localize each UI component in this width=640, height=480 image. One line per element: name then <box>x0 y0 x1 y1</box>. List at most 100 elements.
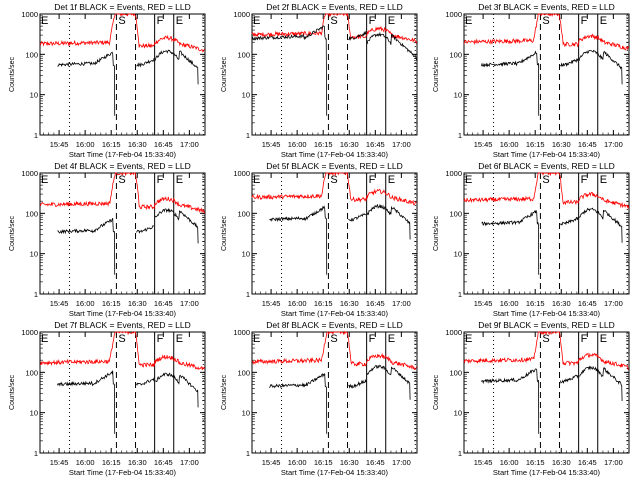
panel-title: Det 2f BLACK = Events, RED = LLD <box>266 2 403 12</box>
panel-det2f: Det 2f BLACK = Events, RED = LLD 1 10 100 10… <box>221 2 418 159</box>
x-axis-label: Start Time (17-Feb-04 15:33:40) <box>69 309 177 318</box>
x-axis-label: Start Time (17-Feb-04 15:33:40) <box>281 468 389 477</box>
time-marker-label: F <box>581 174 588 186</box>
series-events-line <box>366 364 411 400</box>
series-events-line <box>348 30 367 41</box>
plot-frame <box>251 172 418 295</box>
plot-frame <box>463 172 630 295</box>
x-tick-label: 16:45 <box>154 299 173 308</box>
time-marker-label: S <box>542 333 549 345</box>
y-tick-label: 1 <box>34 131 38 140</box>
x-tick-label: 15:45 <box>474 299 493 308</box>
time-marker-label: F <box>157 174 164 186</box>
x-axis-label: Start Time (17-Feb-04 15:33:40) <box>493 309 601 318</box>
series-lld-line <box>463 172 630 209</box>
x-tick-label: 15:45 <box>50 299 69 308</box>
y-axis-label: Counts/sec <box>433 56 440 92</box>
y-tick-label: 1000 <box>21 10 38 19</box>
x-tick-label: 16:00 <box>500 299 519 308</box>
series-events-line <box>366 31 418 68</box>
y-axis-label: Counts/sec <box>433 374 440 410</box>
time-marker-label: E <box>176 15 183 27</box>
panel-det7f: Det 7f BLACK = Events, RED = LLD 1 10 100 10… <box>9 320 206 477</box>
y-tick-label: 100 <box>449 368 462 377</box>
y-tick-label: 1 <box>34 449 38 458</box>
series-lld-line <box>463 13 630 51</box>
time-marker-label: E <box>388 15 395 27</box>
x-tick-label: 16:00 <box>76 140 95 149</box>
x-tick-label: 16:45 <box>578 299 597 308</box>
panel-title: Det 5f BLACK = Events, RED = LLD <box>266 161 403 171</box>
series-events-line <box>560 374 579 384</box>
panel-title: Det 1f BLACK = Events, RED = LLD <box>54 2 191 12</box>
x-tick-label: 16:45 <box>154 140 173 149</box>
x-tick-label: 16:15 <box>526 140 545 149</box>
x-tick-label: 16:30 <box>552 299 571 308</box>
y-tick-label: 1 <box>458 449 462 458</box>
panel-title: Det 9f BLACK = Events, RED = LLD <box>478 320 615 330</box>
series-events-line <box>269 372 328 434</box>
plot-frame <box>39 331 206 454</box>
time-marker-label: E <box>388 333 395 345</box>
x-tick-label: 16:30 <box>128 299 147 308</box>
y-tick-label: 1 <box>246 131 250 140</box>
y-tick-label: 1 <box>246 449 250 458</box>
panel-det5f: Det 5f BLACK = Events, RED = LLD 1 10 100 10… <box>221 161 418 318</box>
x-tick-label: 16:30 <box>552 140 571 149</box>
time-marker-label: E <box>253 333 260 345</box>
y-tick-label: 10 <box>242 250 250 259</box>
panel-title: Det 6f BLACK = Events, RED = LLD <box>478 161 615 171</box>
x-tick-label: 15:45 <box>50 140 69 149</box>
series-events-line <box>269 205 328 275</box>
time-marker-label: S <box>330 174 337 186</box>
x-tick-label: 16:45 <box>578 140 597 149</box>
time-marker-label: E <box>253 15 260 27</box>
x-tick-label: 16:15 <box>102 299 121 308</box>
series-events-line <box>366 203 411 240</box>
y-tick-label: 10 <box>242 91 250 100</box>
y-tick-label: 10 <box>242 409 250 418</box>
series-lld-line <box>463 331 629 371</box>
plot-frame <box>39 172 206 295</box>
series-events-line <box>481 368 540 434</box>
time-marker-label: E <box>253 174 260 186</box>
x-tick-label: 17:00 <box>604 299 623 308</box>
x-tick-label: 17:00 <box>180 458 199 467</box>
y-tick-label: 1 <box>246 290 250 299</box>
series-events-line <box>481 210 540 275</box>
x-tick-label: 16:00 <box>288 140 307 149</box>
time-marker-label: E <box>176 174 183 186</box>
x-tick-label: 15:45 <box>474 458 493 467</box>
x-tick-label: 16:15 <box>314 458 333 467</box>
time-marker-label: F <box>157 333 164 345</box>
time-marker-label: F <box>369 333 376 345</box>
y-tick-label: 10 <box>30 250 38 259</box>
x-tick-label: 17:00 <box>604 140 623 149</box>
series-events-line <box>136 225 155 234</box>
x-tick-label: 17:00 <box>392 299 411 308</box>
series-events-line <box>251 25 328 116</box>
series-lld-line <box>251 330 417 371</box>
y-tick-label: 1000 <box>21 328 38 337</box>
plot-frame <box>463 331 630 454</box>
time-marker-label: F <box>369 15 376 27</box>
x-tick-label: 16:00 <box>76 299 95 308</box>
series-events-line <box>348 213 367 222</box>
time-marker-label: E <box>600 333 607 345</box>
y-tick-label: 1000 <box>21 169 38 178</box>
series-events-line <box>560 57 579 68</box>
x-tick-label: 16:15 <box>526 458 545 467</box>
series-events-line <box>481 50 540 116</box>
y-tick-label: 10 <box>30 409 38 418</box>
time-marker-label: S <box>330 333 337 345</box>
y-tick-label: 1 <box>34 290 38 299</box>
x-tick-label: 16:15 <box>102 458 121 467</box>
y-tick-label: 1000 <box>445 10 462 19</box>
x-tick-label: 16:45 <box>366 299 385 308</box>
x-tick-label: 16:45 <box>154 458 173 467</box>
x-tick-label: 17:00 <box>392 458 411 467</box>
panel-title: Det 8f BLACK = Events, RED = LLD <box>266 320 403 330</box>
y-tick-label: 10 <box>454 91 462 100</box>
y-axis-label: Counts/sec <box>9 215 16 251</box>
time-marker-label: E <box>176 333 183 345</box>
